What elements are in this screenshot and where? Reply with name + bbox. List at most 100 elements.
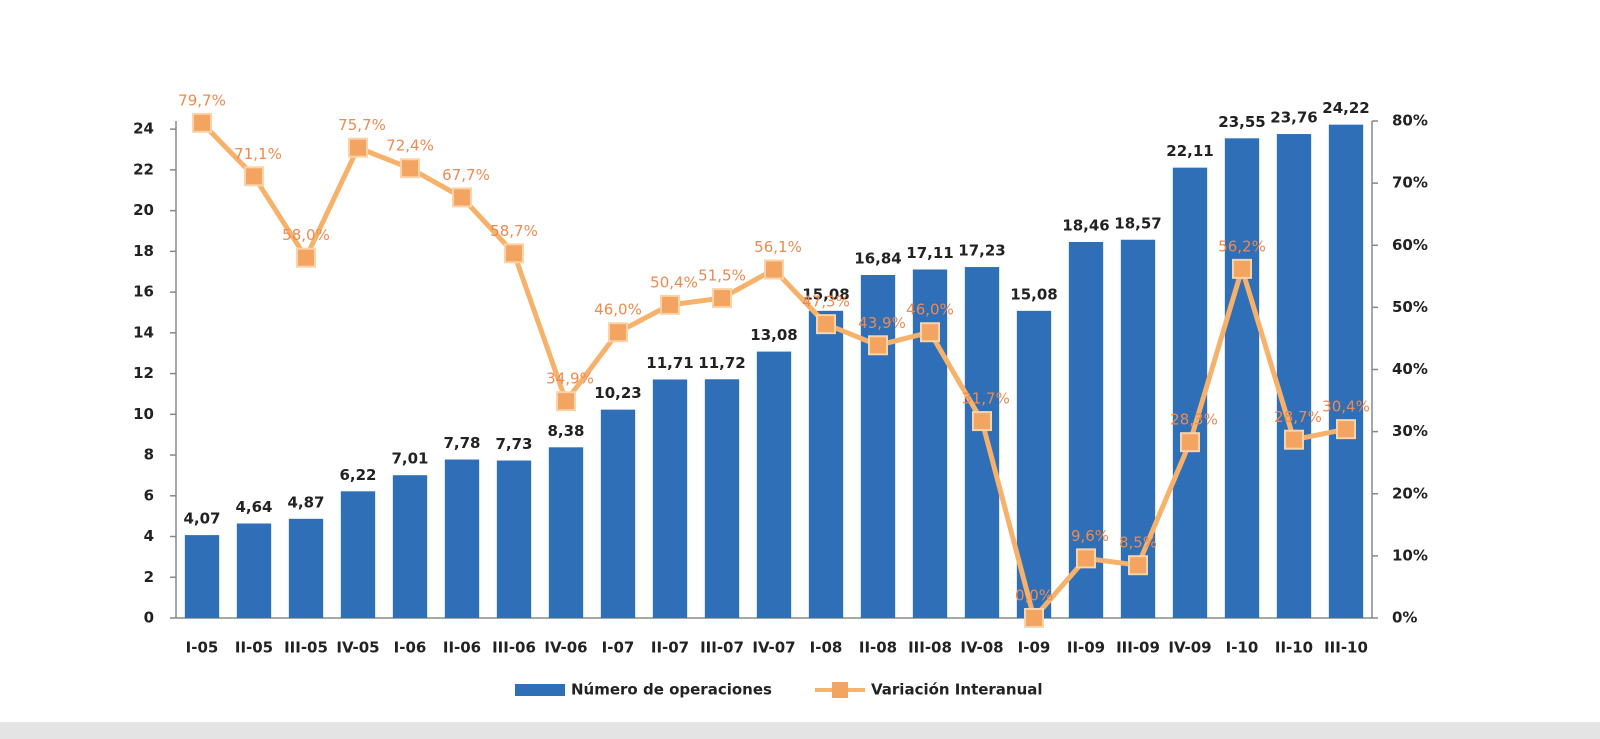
bar-value-label: 6,22 <box>339 466 376 484</box>
bar-value-label: 17,11 <box>906 244 953 262</box>
line-value-label: 31,7% <box>962 390 1010 408</box>
bar-value-label: 11,71 <box>646 354 693 372</box>
bar-value-label: 23,76 <box>1270 109 1317 127</box>
legend-label: Variación Interanual <box>871 681 1043 699</box>
bar <box>1328 124 1364 619</box>
line-value-label: 28,7% <box>1274 408 1322 426</box>
line-value-label: 58,7% <box>490 222 538 240</box>
bar-value-label: 18,57 <box>1114 214 1161 232</box>
y-tick-label: 12 <box>133 364 154 382</box>
bar-value-label: 23,55 <box>1218 113 1265 131</box>
y2-tick-label: 10% <box>1392 546 1428 564</box>
x-tick-label: I-06 <box>394 639 427 657</box>
legend-marker <box>832 682 848 698</box>
bar <box>860 274 896 618</box>
line-marker <box>192 112 212 133</box>
y-tick-label: 10 <box>133 405 154 423</box>
line-value-label: 34,9% <box>546 370 594 388</box>
x-tick-label: III-07 <box>700 639 744 657</box>
x-tick-label: II-09 <box>1067 639 1105 657</box>
bar <box>1172 167 1208 619</box>
line-value-label: 56,2% <box>1218 237 1266 255</box>
bar <box>600 409 636 618</box>
line-value-label: 28,3% <box>1170 411 1218 429</box>
y2-tick-label: 60% <box>1392 236 1428 254</box>
bar-value-label: 4,07 <box>183 510 220 528</box>
bar <box>756 351 792 618</box>
x-tick-label: II-10 <box>1275 639 1313 657</box>
bar <box>340 491 376 618</box>
y2-tick-label: 50% <box>1392 298 1428 316</box>
bar <box>808 310 844 618</box>
line-value-label: 79,7% <box>178 91 226 109</box>
line-marker <box>296 247 316 268</box>
bar-value-label: 24,22 <box>1322 99 1369 117</box>
y-tick-label: 6 <box>144 486 154 504</box>
y2-tick-label: 0% <box>1392 609 1417 627</box>
line-marker <box>816 314 836 335</box>
x-tick-label: IV-05 <box>336 639 379 657</box>
bottom-strip <box>0 722 1600 739</box>
x-tick-label: I-09 <box>1018 639 1051 657</box>
x-tick-label: IV-09 <box>1168 639 1211 657</box>
line-marker <box>972 411 992 432</box>
line-marker <box>1284 429 1304 450</box>
line-value-label: 56,1% <box>754 238 802 256</box>
bar-value-label: 17,23 <box>958 242 1005 260</box>
line-marker <box>868 335 888 356</box>
bar <box>444 459 480 618</box>
x-tick-label: III-05 <box>284 639 328 657</box>
line-marker <box>348 137 368 158</box>
line-value-label: 46,0% <box>594 301 642 319</box>
line-value-label: 43,9% <box>858 314 906 332</box>
y-tick-label: 4 <box>144 527 154 545</box>
y-tick-label: 18 <box>133 242 154 260</box>
line-value-label: 47,3% <box>802 293 850 311</box>
bar <box>964 267 1000 618</box>
line-marker <box>1232 258 1252 279</box>
line-value-label: 71,1% <box>234 145 282 163</box>
bar <box>548 447 584 618</box>
y-tick-label: 22 <box>133 160 154 178</box>
line-marker <box>452 187 472 208</box>
y2-tick-label: 70% <box>1392 174 1428 192</box>
x-tick-label: II-06 <box>443 639 481 657</box>
line-value-label: 75,7% <box>338 116 386 134</box>
line-marker <box>244 166 264 187</box>
bar-value-label: 8,38 <box>547 422 584 440</box>
bar-value-label: 7,73 <box>495 435 532 453</box>
bar <box>1276 134 1312 618</box>
line-value-label: 30,4% <box>1322 398 1370 416</box>
legend-swatch <box>515 684 565 696</box>
bar <box>704 379 740 618</box>
line-marker <box>1076 548 1096 569</box>
bar-value-label: 13,08 <box>750 326 797 344</box>
x-tick-label: III-06 <box>492 639 536 657</box>
y2-tick-label: 40% <box>1392 360 1428 378</box>
bar-value-label: 10,23 <box>594 384 641 402</box>
y2-tick-label: 30% <box>1392 422 1428 440</box>
line-marker <box>1128 555 1148 576</box>
line-value-label: 0,0% <box>1015 587 1053 605</box>
y-tick-label: 2 <box>144 568 154 586</box>
x-tick-label: I-05 <box>186 639 219 657</box>
y-tick-label: 24 <box>133 120 154 138</box>
bar-value-label: 7,01 <box>391 450 428 468</box>
bar-value-label: 4,64 <box>235 498 272 516</box>
bar-value-label: 15,08 <box>1010 285 1057 303</box>
y-tick-label: 20 <box>133 201 154 219</box>
line-value-label: 58,0% <box>282 226 330 244</box>
bar-value-label: 16,84 <box>854 249 901 267</box>
line-marker <box>712 288 732 309</box>
line-marker <box>400 158 420 179</box>
bar-value-label: 7,78 <box>443 434 480 452</box>
x-tick-label: IV-08 <box>960 639 1003 657</box>
bar-value-label: 22,11 <box>1166 142 1213 160</box>
legend-label: Número de operaciones <box>571 681 772 699</box>
x-tick-label: III-09 <box>1116 639 1160 657</box>
line-value-label: 8,5% <box>1119 534 1157 552</box>
y2-tick-label: 80% <box>1392 112 1428 130</box>
bar <box>184 535 220 618</box>
line-value-label: 51,5% <box>698 267 746 285</box>
